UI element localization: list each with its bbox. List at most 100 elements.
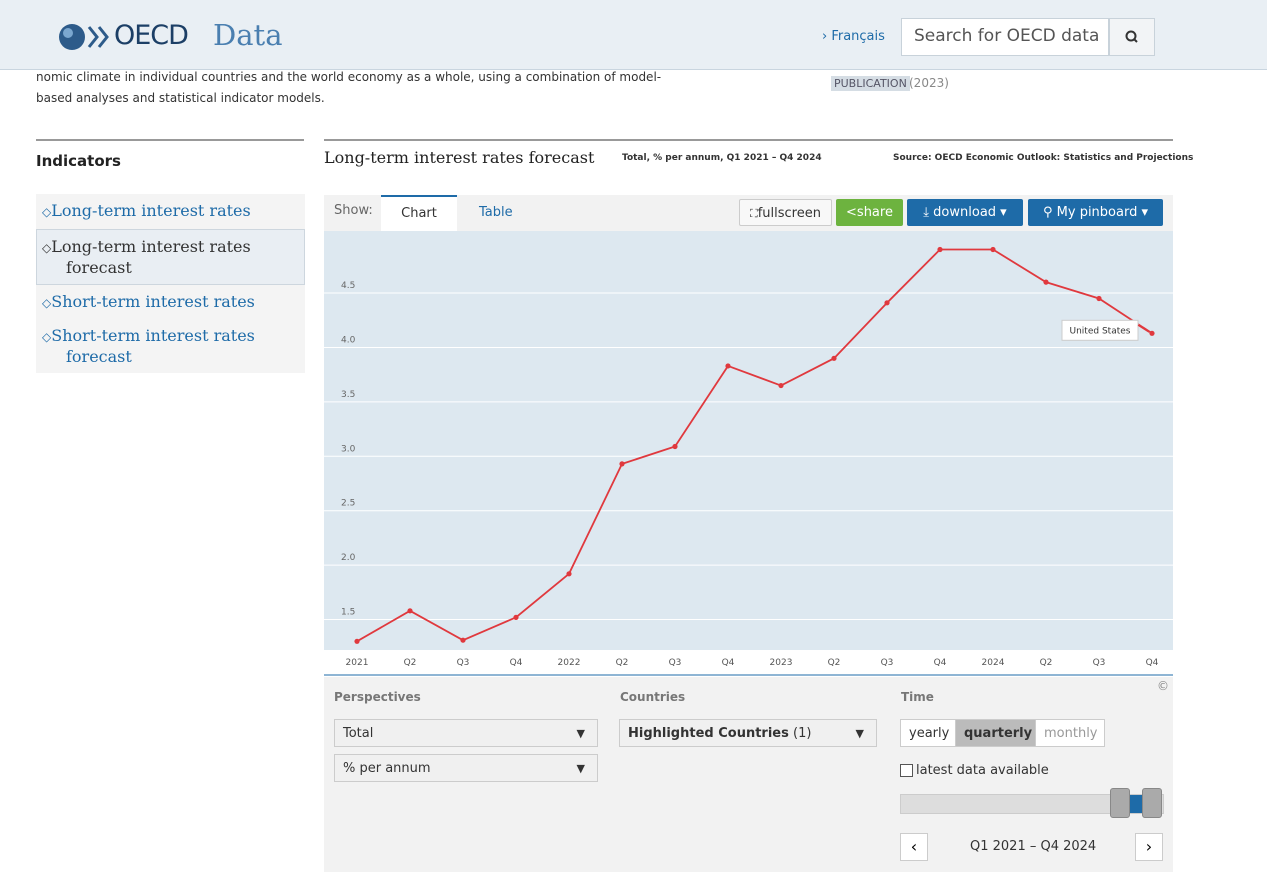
series-label: United States [1070, 326, 1131, 336]
series-line [356, 248, 1153, 643]
x-tick-label: Q3 [457, 658, 470, 668]
x-tick-label: 2023 [770, 658, 793, 668]
data-point [990, 246, 996, 253]
button-label[interactable]: My pinboard ▾ [1056, 205, 1148, 220]
unit-select[interactable]: % per annum ▼ [334, 754, 598, 782]
x-tick-label: Q4 [722, 658, 735, 668]
x-tick-label: Q2 [1040, 658, 1053, 668]
x-tick-label: Q2 [616, 658, 629, 668]
latest-checkbox[interactable] [900, 764, 913, 777]
indicator-label[interactable]: Short-term interest rates [51, 292, 255, 311]
next-button[interactable]: › [1135, 833, 1163, 861]
chart-subtitle: Total, % per annum, Q1 2021 – Q4 2024 [622, 153, 822, 163]
slider-handle[interactable] [1110, 788, 1130, 818]
sidebar-rule [36, 139, 304, 141]
button-label[interactable]: download ▾ [933, 205, 1007, 220]
x-tick-label: Q3 [669, 658, 682, 668]
indicator-label[interactable]: Long-term interest rates forecast [51, 237, 251, 277]
data-point [778, 382, 784, 389]
chart-source: Source: OECD Economic Outlook: Statistic… [893, 153, 1194, 163]
show-label: Show: [334, 203, 373, 218]
fullscreen-button[interactable]: ⛶fullscreen [739, 199, 832, 226]
time-slider[interactable] [900, 794, 1164, 814]
x-tick-label: 2024 [982, 658, 1005, 668]
search-icon [1125, 30, 1138, 43]
plot-area [324, 231, 1173, 650]
data-point [884, 300, 890, 306]
time-mode[interactable]: monthly [1035, 719, 1105, 747]
x-tick-label: Q4 [1146, 658, 1159, 668]
y-tick-label: 2.0 [341, 553, 356, 563]
download-button[interactable]: ⤓ download ▾ [907, 199, 1023, 226]
x-tick-label: Q4 [934, 658, 947, 668]
intro-line: nomic climate in individual countries an… [36, 70, 662, 84]
series-label-connector [1137, 324, 1150, 333]
intro-text: nomic climate in individual countries an… [36, 67, 661, 109]
select-value[interactable]: % per annum [343, 761, 431, 776]
sidebar-active [36, 229, 305, 285]
search-button[interactable] [1109, 18, 1155, 56]
time-range: Q1 2021 – Q4 2024 [970, 839, 1097, 854]
tab-table[interactable]: Table [479, 205, 513, 220]
x-tick-label: 2021 [346, 658, 369, 668]
logo-text[interactable]: OECD [114, 20, 189, 51]
perspectives-label: Perspectives [334, 690, 421, 704]
x-tick-label: Q3 [1093, 658, 1106, 668]
share-button[interactable]: <share [836, 199, 903, 226]
series-label-box [1061, 319, 1139, 341]
data-point [1043, 279, 1049, 285]
copyright: © [1157, 679, 1169, 693]
publication-year: (2023) [909, 76, 949, 90]
data-point [672, 443, 678, 450]
tab-chart[interactable]: Chart [381, 195, 457, 232]
logo-icon [59, 24, 109, 50]
indicator-link[interactable]: ◇Long-term interest rates [42, 201, 251, 220]
y-tick-label: 3.0 [341, 444, 356, 454]
x-tick-label: Q2 [828, 658, 841, 668]
y-tick-label: 2.5 [341, 499, 355, 509]
chart-title: Long-term interest rates forecast [324, 148, 595, 167]
latest-label[interactable]: latest data available [916, 763, 1049, 778]
data-point [1149, 330, 1155, 336]
intro-line: based analyses and statistical indicator… [36, 91, 325, 105]
language-link[interactable]: › Français [822, 29, 885, 44]
indicator-link[interactable]: ◇Short-term interest rates forecast [42, 326, 255, 366]
data-point [513, 614, 519, 620]
slider-handle[interactable] [1142, 788, 1162, 818]
pinboard-button[interactable]: ⚲ My pinboard ▾ [1028, 199, 1163, 226]
time-mode[interactable]: yearly [900, 719, 956, 747]
data-point [460, 637, 466, 643]
data-point [1096, 295, 1102, 302]
sidebar-title: Indicators [36, 152, 121, 170]
site-name[interactable]: Data [213, 18, 283, 52]
x-tick-label: Q4 [510, 658, 523, 668]
indicator-link[interactable]: ◇Short-term interest rates [42, 292, 255, 311]
prev-button[interactable]: ‹ [900, 833, 928, 861]
x-tick-label: 2022 [558, 658, 581, 668]
chart: 1.5 2.0 2.5 3.0 3.5 4.0 4.5 2021 Q2 Q3 Q4 2022 Q2 Q3 Q… [324, 231, 1173, 676]
y-tick-label: 1.5 [341, 608, 355, 618]
y-tick-label: 4.0 [341, 335, 356, 345]
data-point [831, 355, 837, 361]
indicator-label[interactable]: Short-term interest rates forecast [51, 326, 255, 366]
y-tick-label: 3.5 [341, 390, 355, 400]
x-tick-label: Q2 [404, 658, 417, 668]
select-count[interactable]: (1) [793, 726, 812, 741]
countries-label: Countries [620, 690, 686, 704]
button-label[interactable]: fullscreen [757, 206, 821, 221]
button-label[interactable]: share [856, 205, 893, 220]
panel-rule [324, 139, 1173, 141]
indicator-link[interactable]: ◇Long-term interest rates forecast [42, 237, 251, 277]
perspective-select[interactable]: Total ▼ [334, 719, 598, 747]
data-point [407, 608, 413, 614]
data-point [725, 363, 731, 369]
select-value[interactable]: Total [343, 726, 374, 741]
search-input[interactable]: Search for OECD data [901, 18, 1109, 56]
publication-tag: PUBLICATION [831, 76, 910, 91]
countries-select[interactable]: Highlighted Countries (1) ▼ [619, 719, 877, 747]
indicator-label[interactable]: Long-term interest rates [51, 201, 251, 220]
time-mode[interactable]: quarterly [955, 719, 1036, 747]
data-point [566, 571, 572, 577]
select-value[interactable]: Highlighted Countries [628, 726, 789, 741]
